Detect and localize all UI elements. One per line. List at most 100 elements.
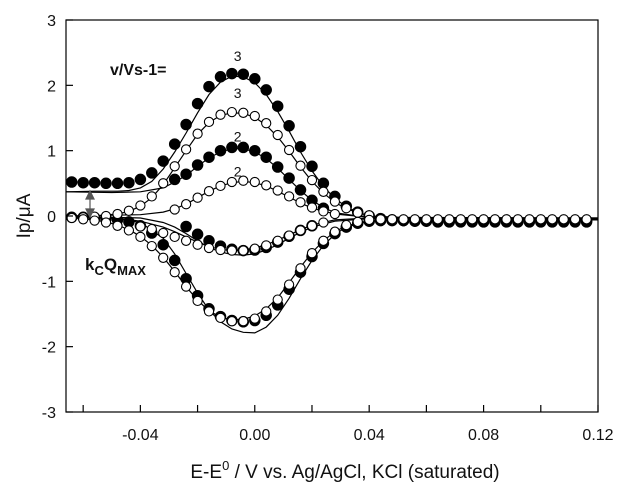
- filled-point: [249, 73, 261, 85]
- filled-point: [294, 184, 307, 196]
- open-point: [329, 208, 341, 220]
- open-point: [409, 214, 421, 225]
- open-point: [306, 202, 318, 213]
- open-point: [226, 176, 238, 188]
- x-tick-label: 0.12: [582, 427, 613, 444]
- open-point: [352, 207, 363, 218]
- open-point: [318, 235, 329, 246]
- open-point: [261, 180, 272, 191]
- open-point: [306, 174, 318, 186]
- open-point: [215, 312, 226, 324]
- y-tick-label: 2: [47, 78, 56, 95]
- filled-point: [100, 177, 112, 190]
- open-point: [238, 245, 249, 256]
- filled-point: [249, 144, 261, 157]
- open-point: [249, 313, 260, 324]
- open-point: [261, 118, 272, 129]
- open-point: [318, 217, 329, 228]
- open-point: [78, 214, 89, 225]
- filled-point: [191, 159, 204, 171]
- series-6: [66, 212, 592, 327]
- y-tick-label: -3: [42, 405, 56, 422]
- open-point: [295, 225, 306, 236]
- open-point: [261, 240, 272, 251]
- filled-point: [191, 97, 204, 110]
- open-point: [192, 239, 203, 250]
- y-tick-label: 1: [47, 144, 56, 161]
- open-point: [329, 226, 341, 237]
- filled-point: [157, 238, 169, 251]
- open-point: [272, 185, 283, 196]
- q-subscript: MAX: [117, 263, 146, 278]
- filled-point: [237, 141, 250, 154]
- filled-point: [134, 173, 147, 186]
- open-point: [180, 199, 192, 210]
- filled-point: [306, 160, 318, 173]
- filled-point: [283, 120, 295, 132]
- x-axis-title-sup: 0: [222, 458, 229, 473]
- fit-curve-1: [65, 75, 598, 220]
- open-point: [158, 227, 169, 239]
- x-tick-label: 0.00: [239, 427, 270, 444]
- open-point: [192, 295, 203, 307]
- open-point: [444, 214, 455, 225]
- y-tick-label: -2: [42, 340, 56, 357]
- open-point: [169, 204, 180, 215]
- open-point: [283, 191, 295, 202]
- open-point: [123, 205, 135, 216]
- filled-point: [146, 167, 158, 179]
- open-point: [135, 231, 146, 243]
- open-point: [432, 214, 443, 225]
- kc-qmax-arrow: [85, 189, 95, 219]
- open-point: [146, 223, 157, 235]
- open-point: [558, 214, 569, 225]
- open-point: [158, 178, 169, 189]
- open-point: [329, 196, 341, 207]
- filled-point: [226, 141, 238, 154]
- open-point: [226, 106, 238, 118]
- open-point: [283, 230, 295, 241]
- open-point: [283, 279, 295, 290]
- open-point: [180, 144, 192, 155]
- open-point: [146, 191, 157, 202]
- open-point: [249, 243, 260, 254]
- open-point: [112, 220, 123, 231]
- open-point: [318, 206, 329, 217]
- annotations: v/Vs-1= kCQMAX 3 3 2 2: [85, 48, 242, 278]
- open-point: [203, 242, 215, 254]
- x-tick-label: -0.04: [122, 427, 159, 444]
- filled-point: [65, 176, 78, 188]
- filled-point: [214, 71, 227, 83]
- series-8: [135, 217, 329, 256]
- open-point: [146, 240, 157, 252]
- y-tick-label: -1: [42, 274, 56, 291]
- data-points: [65, 67, 593, 328]
- open-point: [455, 214, 466, 225]
- open-point: [169, 267, 180, 278]
- open-point: [169, 161, 180, 172]
- open-point: [238, 175, 249, 186]
- y-tick-label: 0: [47, 209, 56, 226]
- kc-qmax-label: kCQMAX: [85, 255, 146, 278]
- open-point: [180, 235, 192, 246]
- q-symbol: Q: [104, 255, 117, 274]
- filled-point: [157, 155, 169, 167]
- filled-point: [168, 173, 181, 186]
- filled-point: [260, 84, 272, 96]
- x-axis-title: E-E0 / V vs. Ag/AgCl, KCl (saturated): [190, 458, 499, 483]
- open-point: [100, 217, 112, 228]
- kc-symbol: k: [85, 255, 95, 274]
- filled-point: [180, 168, 192, 180]
- series-3: [168, 141, 330, 214]
- open-point: [215, 109, 226, 120]
- filled-point: [88, 176, 101, 189]
- open-point: [192, 192, 203, 203]
- open-point: [261, 306, 272, 317]
- filled-point: [180, 118, 192, 131]
- curve-label: 2: [234, 164, 242, 180]
- curve-labels: 3 3 2 2: [234, 48, 242, 180]
- curve-label: 3: [234, 48, 242, 64]
- open-point: [421, 214, 432, 225]
- open-point: [135, 221, 146, 232]
- open-point: [398, 214, 409, 225]
